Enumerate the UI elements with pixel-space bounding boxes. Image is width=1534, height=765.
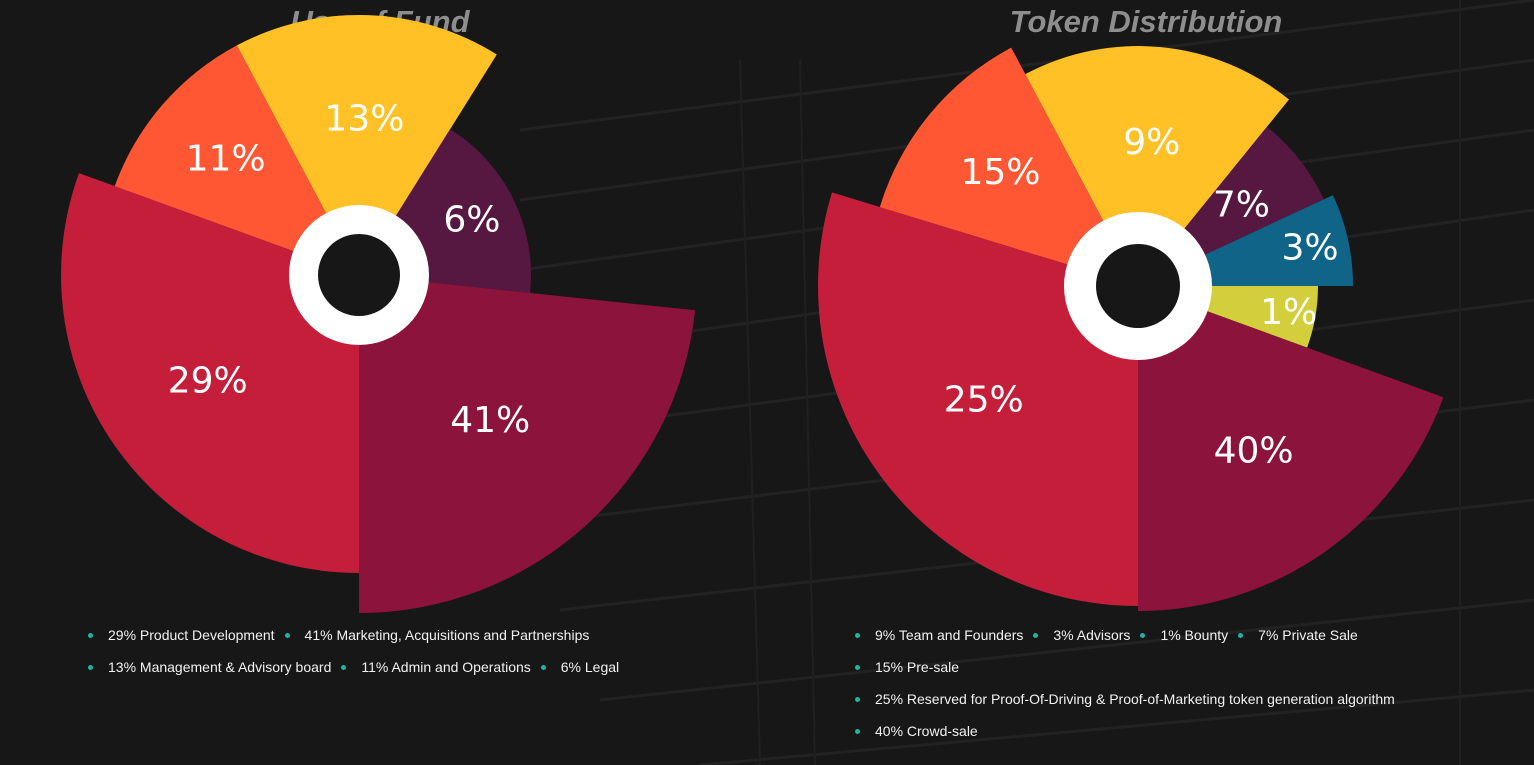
- slice-label-token-distribution-7: 7%: [1213, 185, 1270, 226]
- slice-label-use-of-fund-29: 29%: [168, 361, 248, 402]
- slice-label-token-distribution-25: 25%: [944, 380, 1024, 421]
- legend-item-label: 3% Advisors: [1053, 627, 1131, 643]
- legend-item: 3% Advisors: [1033, 619, 1130, 651]
- legend-item-label: 9% Team and Founders: [875, 627, 1024, 643]
- bullet-icon: [855, 664, 860, 670]
- legend-item: 40% Crowd-sale: [855, 715, 978, 747]
- slice-token-distribution-40: [1138, 286, 1444, 611]
- legend-row: 13% Management & Advisory board 11% Admin…: [88, 651, 629, 683]
- bullet-icon: [1140, 632, 1146, 638]
- legend-item: 11% Admin and Operations: [341, 651, 531, 683]
- legend-item-label: 1% Bounty: [1160, 627, 1229, 643]
- legend-item: 29% Product Development: [88, 619, 275, 651]
- slice-label-token-distribution-9: 9%: [1123, 122, 1180, 163]
- token-distribution-title: Token Distribution: [1009, 4, 1283, 39]
- slice-use-of-fund-41: [359, 275, 696, 613]
- slice-label-token-distribution-40: 40%: [1214, 431, 1294, 472]
- slice-label-use-of-fund-13: 13%: [324, 99, 404, 140]
- bullet-icon: [88, 664, 93, 670]
- legend-item-label: 7% Private Sale: [1258, 627, 1358, 643]
- bullet-icon: [341, 664, 347, 670]
- slice-label-use-of-fund-6: 6%: [443, 200, 500, 241]
- slice-use-of-fund-11: [114, 45, 359, 276]
- legend-item-label: 25% Reserved for Proof-Of-Driving & Proo…: [875, 691, 1395, 707]
- legend-item-label: 6% Legal: [560, 659, 620, 675]
- legend-row: 29% Product Development 41% Marketing, Ac…: [88, 619, 629, 651]
- bullet-icon: [855, 728, 860, 734]
- legend-item: 7% Private Sale: [1238, 619, 1358, 651]
- slice-use-of-fund-13: [236, 14, 497, 275]
- legend-item: 15% Pre-sale: [855, 651, 959, 683]
- legend-item: 41% Marketing, Acquisitions and Partners…: [284, 619, 590, 651]
- slice-use-of-fund-29: [61, 173, 360, 573]
- legend-item: 6% Legal: [540, 651, 620, 683]
- slice-label-use-of-fund-41: 41%: [450, 400, 530, 441]
- center-hole: [318, 234, 400, 316]
- slice-label-token-distribution-15: 15%: [960, 152, 1040, 193]
- legend-row: 25% Reserved for Proof-Of-Driving & Proo…: [855, 683, 1405, 715]
- slice-label-token-distribution-3: 3%: [1282, 227, 1339, 268]
- legend-item: 1% Bounty: [1140, 619, 1228, 651]
- token-distribution-legend: 9% Team and Founders 3% Advisors 1% Bounty…: [855, 619, 1405, 747]
- legend-item-label: 11% Admin and Operations: [361, 659, 531, 675]
- legend-item: 25% Reserved for Proof-Of-Driving & Proo…: [855, 683, 1395, 715]
- use-of-fund-legend: 29% Product Development 41% Marketing, Ac…: [88, 619, 629, 683]
- bullet-icon: [855, 632, 860, 638]
- bullet-icon: [1238, 632, 1244, 638]
- bullet-icon: [1033, 632, 1039, 638]
- slice-label-use-of-fund-11: 11%: [186, 139, 266, 180]
- slice-label-token-distribution-1: 1%: [1260, 292, 1317, 333]
- legend-item: 9% Team and Founders: [855, 619, 1023, 651]
- bullet-icon: [855, 696, 860, 702]
- legend-item-label: 29% Product Development: [108, 627, 275, 643]
- slice-token-distribution-9: [1025, 46, 1289, 287]
- legend-row: 15% Pre-sale: [855, 651, 1405, 683]
- center-hole: [1096, 244, 1180, 328]
- legend-item: 13% Management & Advisory board: [88, 651, 331, 683]
- bullet-icon: [88, 632, 93, 638]
- legend-row: 40% Crowd-sale: [855, 715, 1405, 747]
- bullet-icon: [284, 632, 290, 638]
- legend-row: 9% Team and Founders 3% Advisors 1% Bounty…: [855, 619, 1405, 651]
- legend-item-label: 40% Crowd-sale: [875, 723, 978, 739]
- legend-item-label: 41% Marketing, Acquisitions and Partners…: [304, 627, 590, 643]
- slice-token-distribution-15: [879, 47, 1138, 286]
- legend-item-label: 13% Management & Advisory board: [108, 659, 332, 675]
- bullet-icon: [540, 664, 546, 670]
- legend-item-label: 15% Pre-sale: [875, 659, 960, 675]
- slice-token-distribution-25: [818, 192, 1138, 606]
